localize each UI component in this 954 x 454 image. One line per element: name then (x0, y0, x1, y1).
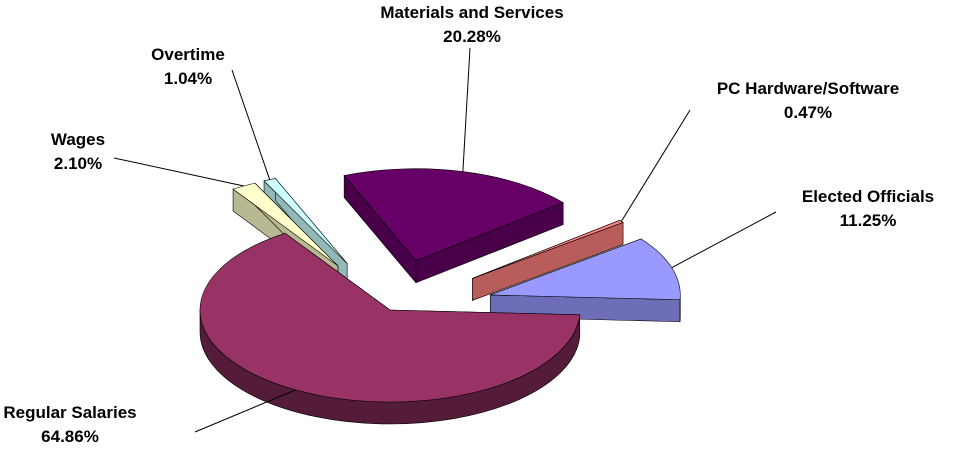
slice-elected-officials (489, 238, 681, 323)
slice-label: Elected Officials (802, 187, 934, 206)
leader-line (671, 211, 777, 269)
slice-value-label: 1.04% (164, 69, 212, 88)
slice-label: PC Hardware/Software (717, 79, 899, 98)
leader-line (620, 109, 691, 222)
slice-label: Overtime (151, 45, 225, 64)
slice-value-label: 0.47% (784, 103, 832, 122)
leader-line (113, 157, 244, 187)
slice-label: Regular Salaries (3, 403, 136, 422)
slice-labels: Regular Salaries 64.86% Wages 2.10% Overtime… (3, 3, 934, 446)
slice-label: Wages (51, 130, 105, 149)
leader-lines (113, 47, 777, 433)
slice-value-label: 64.86% (41, 427, 99, 446)
leader-line (194, 389, 296, 433)
slice-materials-and-services (343, 168, 564, 284)
slice-value-label: 2.10% (54, 154, 102, 173)
slice-value-label: 11.25% (840, 211, 897, 230)
leader-line (462, 47, 471, 172)
slices-layer (199, 168, 681, 425)
leader-line (231, 69, 271, 180)
slice-label: Materials and Services (380, 3, 563, 22)
slice-pc-hardware-software (472, 219, 624, 301)
slice-regular-salaries (199, 232, 581, 425)
slice-value-label: 20.28% (443, 27, 501, 46)
